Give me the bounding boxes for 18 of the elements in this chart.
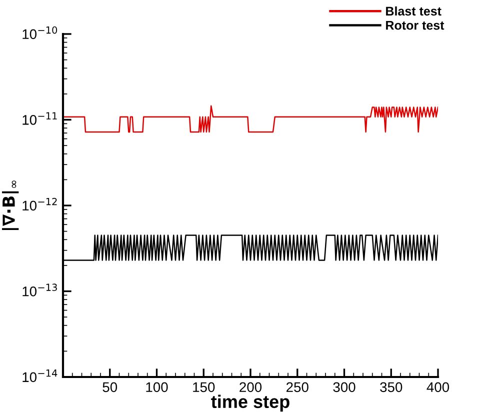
x-tick-label: 350 — [380, 382, 402, 392]
y-tick-label: 10$^{−11}$ — [22, 112, 57, 125]
line-series — [63, 105, 438, 133]
x-tick-label: 50 — [102, 382, 118, 392]
x-tick-label: 300 — [333, 382, 356, 392]
x-tick-label: 400 — [426, 382, 450, 392]
x-axis-title: time step — [211, 394, 290, 412]
legend-label: Blast test — [386, 6, 442, 16]
x-tick-label: 200 — [240, 382, 262, 392]
y-tick-label: 10$^{−13}$ — [22, 284, 57, 296]
legend-label: Rotor test — [386, 21, 444, 30]
y-tick-label: 10$^{−14}$ — [22, 370, 58, 382]
x-tick-label: 250 — [286, 382, 308, 392]
y-tick-label: 10$^{−10}$ — [22, 26, 58, 40]
x-tick-label: 150 — [193, 382, 215, 392]
x-tick-label: 100 — [146, 382, 168, 392]
y-tick-label: 10$^{−12}$ — [22, 198, 57, 211]
y-axis-title: |∇·B|$_{∞}$ — [2, 180, 19, 230]
